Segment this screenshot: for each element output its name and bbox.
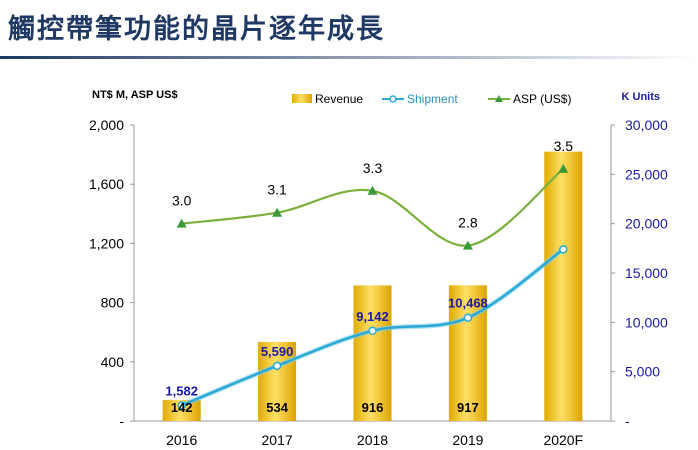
revenue-bar: [448, 285, 487, 421]
left-tick-label: 400: [101, 354, 125, 370]
asp-point: [272, 207, 283, 217]
revenue-data-label: 917: [457, 400, 479, 415]
title-underline: [0, 56, 698, 59]
shipment-point: [272, 361, 282, 371]
x-tick-label: 2016: [166, 432, 197, 448]
asp-data-label: 3.5: [554, 138, 574, 154]
shipment-series: 1,582 5,590 9,142 10,468: [165, 245, 568, 410]
revenue-bar: [258, 341, 297, 421]
left-tick-labels: - 400 800 1,200 1,600 2,000: [89, 117, 134, 429]
revenue-bar: [544, 151, 583, 421]
x-tick-label: 2017: [262, 432, 293, 448]
left-axis-title: NT$ M, ASP US$: [92, 89, 178, 101]
legend-label-shipment: Shipment: [407, 92, 458, 106]
asp-point: [462, 240, 473, 250]
right-tick-labels: - 5,000 10,000 15,000 20,000 25,000 30,000: [611, 117, 668, 429]
right-axis-title: K Units: [622, 91, 661, 103]
x-tick-labels: 2016 2017 2018 2019 2020F: [166, 432, 583, 448]
right-tick-label: 20,000: [625, 216, 668, 232]
right-tick-label: 30,000: [625, 117, 668, 133]
right-tick-label: 25,000: [625, 166, 668, 182]
legend-label-asp: ASP (US$): [513, 92, 571, 106]
left-tick-label: -: [119, 413, 124, 429]
asp-line: [181, 167, 564, 247]
revenue-bars: [162, 151, 583, 421]
left-tick-label: 800: [101, 295, 125, 311]
left-tick-label: 1,600: [89, 176, 124, 192]
legend-swatch-revenue: [292, 94, 312, 103]
asp-series: 3.0 3.1 3.3 2.8 3.5: [172, 138, 573, 250]
legend-marker-asp: [495, 95, 503, 102]
x-tick-label: 2019: [452, 432, 483, 448]
left-tick-label: 2,000: [89, 117, 124, 133]
page-title: 觸控帶筆功能的晶片逐年成長: [8, 14, 385, 45]
x-tick-label: 2020F: [543, 432, 583, 448]
revenue-data-labels: 142 534 916 917: [171, 400, 479, 415]
revenue-bar: [162, 399, 201, 421]
legend-label-revenue: Revenue: [315, 92, 363, 106]
right-tick-label: 10,000: [625, 314, 668, 330]
x-tick-label: 2018: [357, 432, 388, 448]
shipment-point: [463, 313, 473, 322]
right-tick-label: 5,000: [625, 364, 660, 380]
asp-point: [176, 218, 187, 228]
right-tick-label: 15,000: [625, 265, 668, 281]
right-tick-label: -: [625, 413, 630, 429]
shipment-data-label: 1,582: [165, 383, 198, 398]
asp-data-label: 2.8: [458, 215, 478, 231]
asp-point: [367, 185, 378, 195]
revenue-bar: [353, 285, 392, 421]
shipment-point: [368, 326, 377, 336]
shipment-data-label: 10,468: [448, 296, 488, 311]
chart-legend: Revenue Shipment ASP (US$): [292, 92, 571, 106]
left-tick-label: 1,200: [89, 235, 124, 251]
revenue-data-label: 142: [171, 400, 193, 415]
asp-data-label: 3.1: [267, 182, 287, 198]
shipment-data-label: 9,142: [356, 309, 389, 324]
asp-point: [558, 163, 569, 173]
asp-data-label: 3.0: [172, 193, 192, 209]
legend-marker-shipment: [389, 95, 397, 103]
revenue-data-label: 916: [362, 400, 384, 415]
asp-data-label: 3.3: [363, 160, 383, 176]
revenue-data-label: 534: [266, 400, 288, 415]
shipment-point: [177, 401, 186, 410]
shipment-data-label: 5,590: [261, 344, 294, 359]
shipment-point: [559, 245, 568, 254]
